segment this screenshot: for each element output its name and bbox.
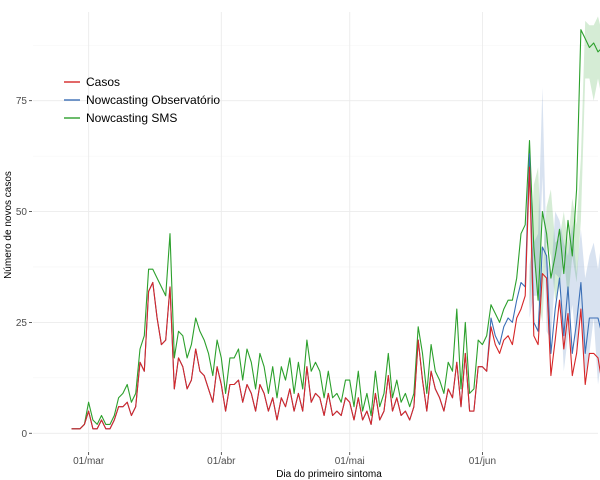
x-tick-label: 01/jun bbox=[469, 456, 496, 467]
series-lines bbox=[71, 29, 600, 430]
series-line bbox=[71, 29, 600, 430]
legend-label: Nowcasting SMS bbox=[86, 111, 177, 125]
y-tick-label: 0 bbox=[21, 429, 27, 440]
nowcasting-bands bbox=[529, 16, 600, 385]
y-axis-title: Número de novos casos bbox=[3, 171, 14, 279]
x-tick-label: 01/mai bbox=[335, 456, 365, 467]
x-axis-ticks: 01/mar 01/abr 01/mai 01/jun bbox=[73, 452, 496, 467]
grid-lines bbox=[33, 12, 598, 451]
x-tick-label: 01/mar bbox=[73, 456, 105, 467]
series-line bbox=[71, 166, 600, 430]
y-axis-ticks: 0 25 50 75 bbox=[16, 96, 32, 440]
legend-label: Casos bbox=[86, 75, 120, 89]
series-line bbox=[71, 153, 600, 430]
x-axis-title: Dia do primeiro sintoma bbox=[276, 469, 382, 480]
legend: Casos Nowcasting Observatório Nowcasting S… bbox=[64, 75, 220, 125]
legend-label: Nowcasting Observatório bbox=[86, 93, 220, 107]
y-tick-label: 50 bbox=[16, 207, 28, 218]
y-tick-label: 25 bbox=[16, 318, 28, 329]
y-tick-label: 75 bbox=[16, 96, 28, 107]
x-tick-label: 01/abr bbox=[207, 456, 236, 467]
